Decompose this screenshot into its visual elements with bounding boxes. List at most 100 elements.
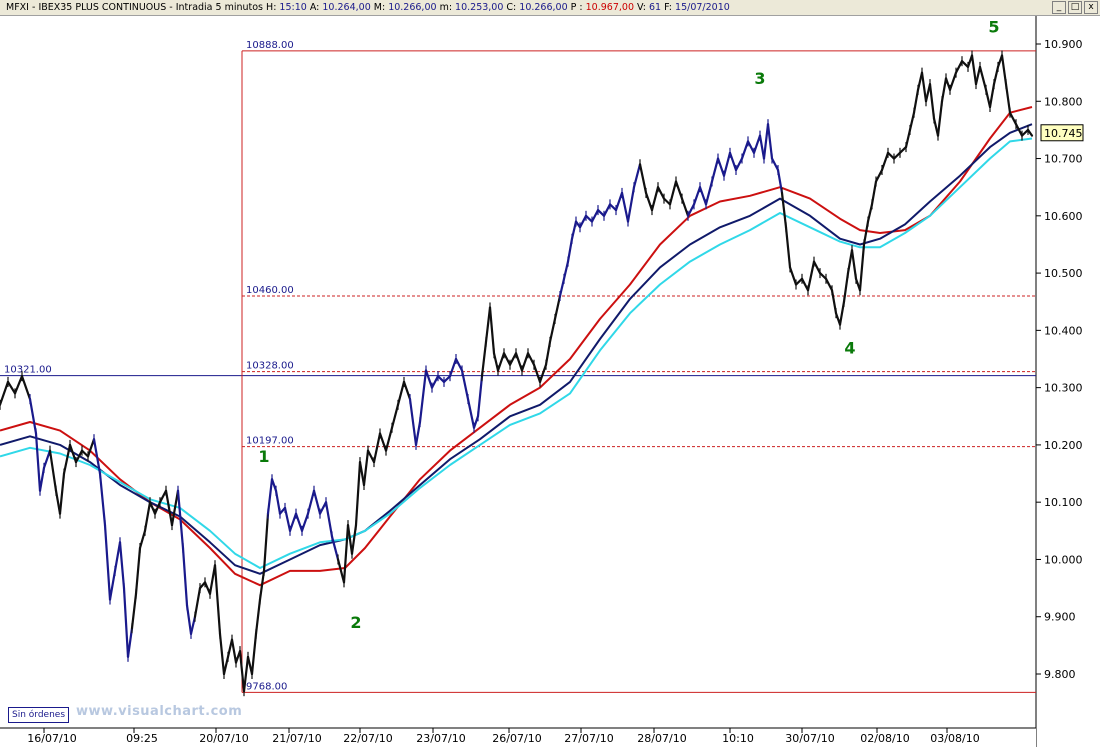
price-segment (892, 151, 902, 160)
minimize-button[interactable]: _ (1052, 1, 1066, 14)
price-segment (1014, 123, 1024, 137)
x-tick-label: 10:10 (722, 732, 754, 745)
price-segment (366, 449, 376, 464)
moving-average-line (0, 106, 1033, 587)
price-segment (80, 449, 90, 458)
price-segment (520, 352, 530, 372)
price-segment (113, 541, 122, 573)
price-segment (928, 82, 936, 120)
moving-average-line (0, 137, 1033, 569)
ohlc-stats: H: 15:10 A: 10.264,00 M: 10.266,00 m: 10… (266, 2, 730, 13)
price-segment (858, 243, 866, 292)
orders-button[interactable]: Sin órdenes (8, 707, 70, 723)
level-label: 10460.00 (246, 285, 294, 296)
price-segment (954, 60, 964, 74)
price-segment (978, 65, 988, 91)
price-segment (185, 604, 193, 636)
stat-key: A: (306, 2, 323, 13)
price-segment (294, 512, 304, 532)
price-segment (92, 438, 102, 475)
price-segment (596, 208, 606, 217)
price-segment (466, 397, 476, 429)
price-segment (346, 523, 354, 555)
price-segment (181, 546, 189, 607)
price-segment (538, 363, 548, 384)
x-tick-label: 27/07/10 (564, 732, 613, 745)
price-segment (148, 501, 157, 515)
price-segment (704, 180, 714, 206)
price-segment (496, 352, 506, 372)
price-segment (716, 157, 726, 177)
x-tick-label: 30/07/10 (785, 732, 834, 745)
price-segment (354, 460, 362, 527)
x-tick-label: 23/07/10 (416, 732, 465, 745)
price-segment (686, 203, 696, 217)
price-segment (578, 214, 588, 229)
price-segment (176, 489, 185, 550)
price-segment (800, 277, 810, 292)
price-segment (283, 506, 292, 532)
price-segment (776, 168, 784, 195)
stat-key: F: (661, 2, 676, 13)
price-segment (86, 438, 96, 458)
price-segment (242, 655, 250, 693)
price-segment (130, 592, 138, 630)
price-segment (532, 363, 542, 384)
price-segment (418, 369, 428, 424)
price-segment (846, 249, 854, 275)
price-segment (274, 489, 282, 515)
price-segment (0, 380, 10, 406)
stat-value: 10.253,00 (455, 2, 504, 13)
price-segment (480, 340, 488, 378)
price-segment (34, 432, 42, 492)
price-segment (266, 478, 274, 515)
x-tick-label: 26/07/10 (492, 732, 541, 745)
price-segment (722, 151, 732, 177)
price-segment (558, 277, 566, 298)
y-tick-label: 10.600 (1044, 210, 1083, 223)
maximize-button[interactable]: □ (1068, 1, 1082, 14)
price-segment (590, 208, 600, 223)
price-segment (920, 71, 928, 103)
price-segment (566, 237, 574, 263)
price-segment (372, 432, 382, 464)
price-segment (312, 489, 322, 515)
x-tick-label: 22/07/10 (343, 732, 392, 745)
price-segment (158, 489, 168, 504)
price-segment (138, 529, 147, 550)
close-button[interactable]: x (1084, 1, 1098, 14)
price-segment (193, 586, 202, 618)
x-tick-label: 28/07/10 (637, 732, 686, 745)
stat-key: m: (436, 2, 456, 13)
price-segment (472, 415, 480, 429)
price-segment (974, 65, 982, 86)
price-segment (58, 472, 66, 515)
price-chart[interactable]: 9.800 9.900 10.000 10.100 10.200 10.300 10.400… (0, 16, 1100, 747)
price-segment (944, 77, 952, 91)
price-segment (830, 289, 838, 315)
price-segment (784, 226, 792, 269)
price-segment (414, 420, 422, 447)
price-segment (818, 271, 828, 280)
wave-label: 5 (988, 18, 999, 37)
price-segment (650, 186, 660, 212)
price-segment (656, 186, 666, 200)
wave-label: 1 (258, 447, 269, 466)
price-segment (134, 546, 142, 595)
stat-key: M: (370, 2, 389, 13)
title-bar: MFXI - IBEX35 PLUS CONTINUOUS - Intradia… (0, 0, 1100, 16)
price-segment (203, 581, 212, 595)
price-segment (812, 260, 822, 275)
price-segment (904, 128, 912, 149)
price-segment (430, 375, 440, 389)
price-segment (492, 352, 500, 372)
price-segment (122, 586, 130, 658)
price-segment (762, 123, 770, 160)
price-segment (226, 638, 234, 658)
stat-value: 10.264,00 (322, 2, 371, 13)
moving-average-line (0, 123, 1033, 575)
price-segment (62, 443, 72, 475)
price-segment (970, 54, 978, 86)
y-tick-label: 10.000 (1044, 553, 1083, 566)
price-segment (940, 77, 948, 103)
